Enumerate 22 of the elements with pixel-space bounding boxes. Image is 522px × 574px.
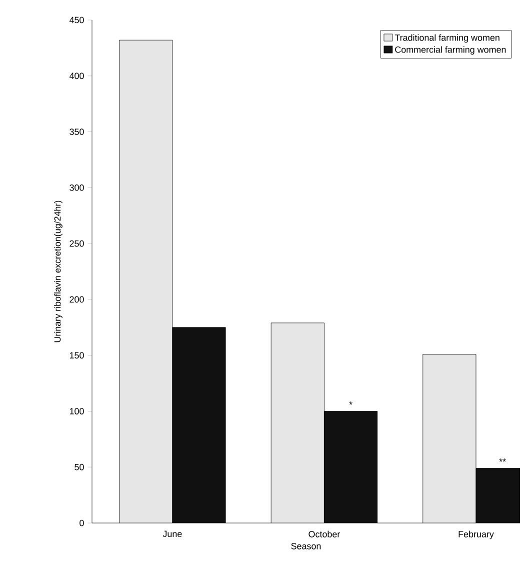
y-tick-label: 300 [70, 184, 84, 191]
y-tick-label: 350 [70, 128, 84, 135]
x-axis-title: Season [291, 542, 321, 550]
annotation: ** [499, 458, 506, 462]
bar [119, 40, 172, 523]
x-tick-label: February [458, 530, 494, 540]
y-tick-label: 0 [80, 520, 84, 526]
y-tick-label: 400 [69, 72, 84, 80]
bar [422, 354, 476, 523]
x-tick-label: October [308, 530, 340, 538]
y-tick-label: 200 [70, 296, 84, 303]
y-axis-title: Urinary riboflavin excretion(ug/24hr) [54, 200, 62, 342]
legend-label: Traditional farming women [394, 34, 500, 43]
y-tick-label: 150 [70, 352, 84, 359]
y-tick-label: 250 [70, 240, 84, 247]
y-tick-label: 100 [70, 408, 84, 414]
annotation: * [349, 402, 352, 405]
x-tick-label: June [162, 530, 182, 538]
y-tick-label: 450 [69, 16, 84, 24]
bar [271, 322, 324, 523]
y-tick-label: 50 [74, 464, 84, 470]
legend-label: Commercial farming women [395, 46, 506, 55]
